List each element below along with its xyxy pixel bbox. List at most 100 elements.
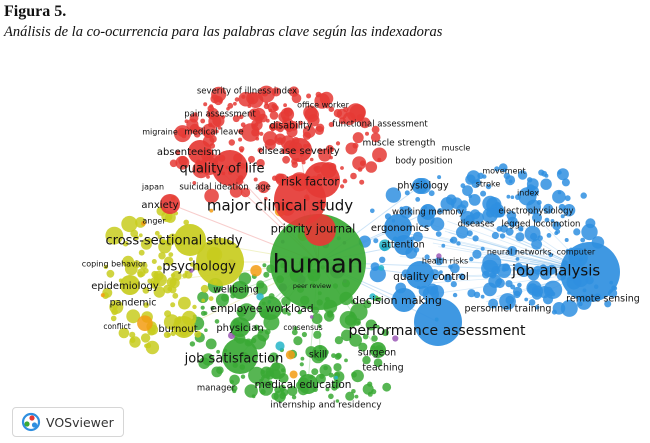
keyword-bubble-red[interactable] xyxy=(258,113,268,123)
keyword-bubble-green[interactable] xyxy=(287,312,291,316)
node-skill[interactable] xyxy=(312,345,328,361)
keyword-bubble-red[interactable] xyxy=(370,132,381,143)
keyword-bubble-blue[interactable] xyxy=(604,300,612,308)
keyword-bubble-red[interactable] xyxy=(329,155,333,160)
keyword-bubble-red[interactable] xyxy=(175,155,190,170)
keyword-bubble-blue[interactable] xyxy=(458,273,466,280)
keyword-bubble-blue[interactable] xyxy=(480,246,485,251)
keyword-bubble-red[interactable] xyxy=(357,167,363,172)
keyword-bubble-yellow[interactable] xyxy=(170,302,176,308)
keyword-bubble-red[interactable] xyxy=(238,114,244,120)
keyword-bubble-green[interactable] xyxy=(327,311,334,318)
keyword-bubble-blue[interactable] xyxy=(542,294,554,305)
keyword-bubble-green[interactable] xyxy=(278,373,289,384)
keyword-bubble-red[interactable] xyxy=(232,115,240,123)
keyword-bubble-yellow[interactable] xyxy=(172,292,179,299)
keyword-bubble-green[interactable] xyxy=(331,384,338,391)
keyword-bubble-red[interactable] xyxy=(228,139,235,146)
keyword-bubble-red[interactable] xyxy=(302,125,316,138)
keyword-bubble-blue[interactable] xyxy=(413,246,420,253)
keyword-bubble-green[interactable] xyxy=(200,310,207,316)
keyword-bubble-green[interactable] xyxy=(350,299,356,305)
keyword-bubble-green[interactable] xyxy=(344,358,348,363)
keyword-bubble-orange[interactable] xyxy=(285,350,295,360)
keyword-bubble-green[interactable] xyxy=(363,300,372,309)
keyword-bubble-red[interactable] xyxy=(274,133,286,145)
keyword-bubble-red[interactable] xyxy=(184,119,189,124)
keyword-bubble-blue[interactable] xyxy=(573,228,581,236)
keyword-bubble-red[interactable] xyxy=(282,155,290,164)
keyword-bubble-yellow[interactable] xyxy=(194,330,202,338)
node-employee-workload[interactable] xyxy=(258,296,282,320)
keyword-bubble-red[interactable] xyxy=(268,108,273,113)
keyword-bubble-blue[interactable] xyxy=(515,232,525,242)
keyword-bubble-blue[interactable] xyxy=(450,281,457,288)
keyword-bubble-red[interactable] xyxy=(352,142,359,149)
node-surgeon[interactable] xyxy=(370,342,386,358)
keyword-bubble-green[interactable] xyxy=(210,306,215,310)
keyword-bubble-blue[interactable] xyxy=(462,185,473,197)
keyword-bubble-red[interactable] xyxy=(226,107,230,111)
keyword-bubble-yellow[interactable] xyxy=(166,332,171,338)
keyword-bubble-blue[interactable] xyxy=(437,208,444,214)
keyword-bubble-blue[interactable] xyxy=(449,238,454,243)
keyword-bubble-red[interactable] xyxy=(306,93,312,99)
keyword-bubble-green[interactable] xyxy=(317,324,322,328)
keyword-bubble-red[interactable] xyxy=(257,181,270,194)
keyword-bubble-blue[interactable] xyxy=(561,178,570,187)
keyword-bubble-green[interactable] xyxy=(382,382,392,392)
node-risk-factor[interactable] xyxy=(304,162,340,198)
node-psychology[interactable] xyxy=(196,238,244,286)
keyword-bubble-red[interactable] xyxy=(193,131,201,138)
keyword-bubble-blue[interactable] xyxy=(517,265,530,277)
keyword-bubble-blue[interactable] xyxy=(546,233,552,238)
keyword-bubble-green[interactable] xyxy=(198,357,210,370)
keyword-bubble-yellow[interactable] xyxy=(112,304,118,310)
keyword-bubble-red[interactable] xyxy=(265,118,270,123)
node-working-memory[interactable] xyxy=(420,204,436,220)
keyword-bubble-red[interactable] xyxy=(238,91,253,107)
keyword-bubble-blue[interactable] xyxy=(469,256,474,262)
keyword-bubble-blue[interactable] xyxy=(551,309,557,315)
keyword-bubble-yellow[interactable] xyxy=(138,233,143,238)
keyword-bubble-red[interactable] xyxy=(169,159,178,168)
keyword-bubble-red[interactable] xyxy=(342,112,356,126)
keyword-bubble-red[interactable] xyxy=(264,196,268,201)
keyword-bubble-green[interactable] xyxy=(204,328,208,333)
keyword-bubble-cyan[interactable] xyxy=(379,239,391,251)
keyword-bubble-green[interactable] xyxy=(214,319,220,324)
keyword-bubble-blue[interactable] xyxy=(510,284,516,290)
keyword-bubble-green[interactable] xyxy=(299,362,304,367)
keyword-bubble-blue[interactable] xyxy=(482,207,498,224)
keyword-bubble-blue[interactable] xyxy=(518,225,524,232)
keyword-bubble-red[interactable] xyxy=(309,157,314,162)
keyword-bubble-blue[interactable] xyxy=(505,295,515,305)
keyword-bubble-green[interactable] xyxy=(333,371,345,383)
keyword-bubble-green[interactable] xyxy=(232,389,237,394)
keyword-bubble-green[interactable] xyxy=(301,331,307,338)
keyword-bubble-yellow[interactable] xyxy=(188,257,193,262)
keyword-bubble-yellow[interactable] xyxy=(164,310,172,318)
keyword-bubble-blue[interactable] xyxy=(466,230,473,237)
keyword-bubble-red[interactable] xyxy=(365,161,378,173)
keyword-bubble-blue[interactable] xyxy=(528,299,536,306)
keyword-bubble-green[interactable] xyxy=(271,392,279,400)
keyword-bubble-blue[interactable] xyxy=(543,203,554,214)
keyword-bubble-red[interactable] xyxy=(261,90,269,97)
keyword-bubble-yellow[interactable] xyxy=(201,298,206,303)
keyword-bubble-blue[interactable] xyxy=(485,183,492,190)
keyword-bubble-green[interactable] xyxy=(291,395,297,400)
keyword-bubble-red[interactable] xyxy=(238,128,244,135)
keyword-bubble-red[interactable] xyxy=(238,137,243,142)
keyword-bubble-yellow[interactable] xyxy=(183,219,189,226)
keyword-bubble-blue[interactable] xyxy=(515,194,521,201)
keyword-bubble-yellow[interactable] xyxy=(118,327,130,339)
keyword-bubble-green[interactable] xyxy=(260,389,266,395)
keyword-bubble-blue[interactable] xyxy=(526,184,536,193)
keyword-bubble-red[interactable] xyxy=(314,93,330,109)
keyword-bubble-yellow[interactable] xyxy=(178,296,191,310)
keyword-bubble-blue[interactable] xyxy=(508,179,513,184)
keyword-bubble-yellow[interactable] xyxy=(168,252,174,257)
keyword-bubble-green[interactable] xyxy=(297,309,302,315)
keyword-bubble-red[interactable] xyxy=(239,148,244,153)
